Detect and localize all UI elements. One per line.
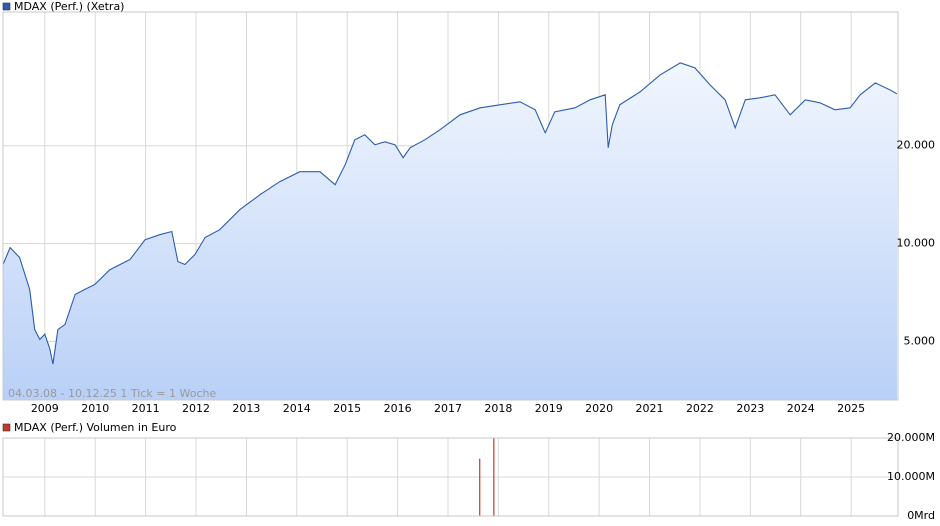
x-tick-label: 2020 (585, 402, 613, 415)
legend-swatch (2, 423, 11, 432)
x-tick-label: 2014 (283, 402, 311, 415)
x-tick-label: 2022 (686, 402, 714, 415)
x-tick-label: 2025 (837, 402, 865, 415)
y-tick-label: 20.000 (897, 139, 936, 152)
x-tick-label: 2021 (636, 402, 664, 415)
volume-bar (493, 438, 495, 516)
x-tick-label: 2023 (736, 402, 764, 415)
plot-frame (2, 437, 899, 517)
x-tick-label: 2013 (232, 402, 260, 415)
x-tick-label: 2017 (434, 402, 462, 415)
legend-label: MDAX (Perf.) Volumen in Euro (14, 421, 177, 434)
y-tick-label: 20.000M (887, 431, 935, 444)
y-tick-label: 10.000M (887, 470, 935, 483)
x-tick-label: 2019 (535, 402, 563, 415)
y-tick-label: 5.000 (904, 334, 936, 347)
x-tick-label: 2010 (81, 402, 109, 415)
x-tick-label: 2009 (31, 402, 59, 415)
volume-bar (479, 458, 481, 516)
area (3, 62, 897, 401)
plot-frame (2, 11, 899, 401)
x-tick-label: 2016 (384, 402, 412, 415)
price-line (2, 62, 898, 365)
y-tick-label: 0Mrd (907, 509, 935, 522)
x-tick-label: 2015 (333, 402, 361, 415)
legend-swatch (2, 2, 11, 11)
x-tick-label: 2018 (484, 402, 512, 415)
legend-label: MDAX (Perf.) (Xetra) (14, 0, 124, 13)
x-tick-label: 2024 (787, 402, 815, 415)
y-tick-label: 10.000 (897, 237, 936, 250)
annotation: 04.03.08 - 10.12.25 1 Tick = 1 Woche (8, 387, 216, 400)
x-tick-label: 2012 (182, 402, 210, 415)
x-tick-label: 2011 (132, 402, 160, 415)
